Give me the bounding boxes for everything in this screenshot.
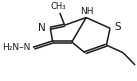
Text: CH₃: CH₃ — [51, 2, 66, 11]
Text: N: N — [38, 23, 46, 33]
Text: H₂N–N: H₂N–N — [2, 43, 31, 52]
Text: NH: NH — [81, 7, 94, 16]
Text: S: S — [115, 23, 121, 32]
